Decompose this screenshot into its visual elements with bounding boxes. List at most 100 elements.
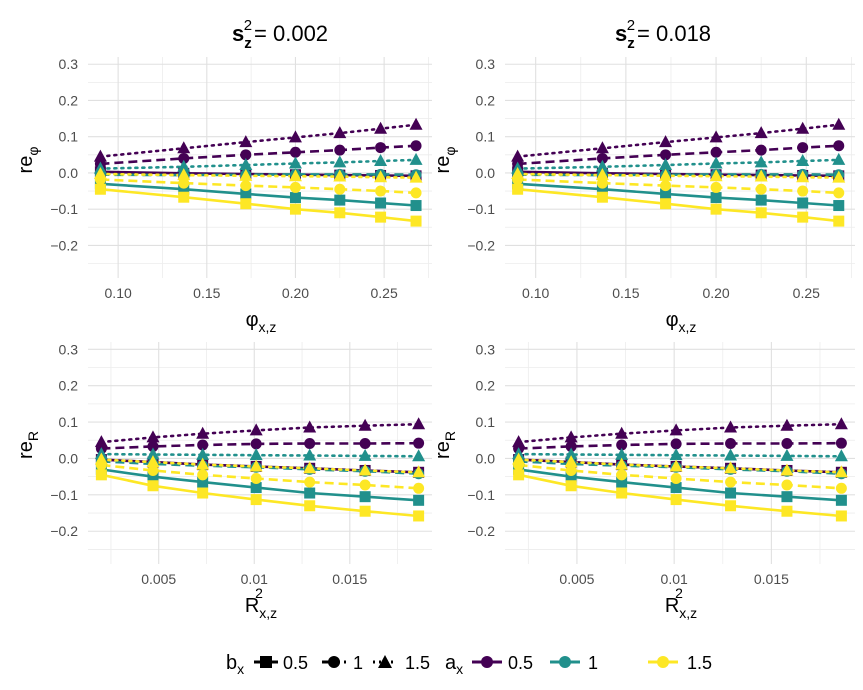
legend-b-item-3: 1.5 bbox=[405, 653, 430, 673]
point-circle bbox=[755, 183, 767, 195]
point-square bbox=[197, 487, 209, 499]
legend: bx 0.5 1 1.5 ax 0.5 1 1.5 bbox=[226, 652, 712, 677]
point-triangle bbox=[177, 141, 191, 154]
point-circle bbox=[250, 472, 262, 484]
y-tick-label: 0.3 bbox=[59, 56, 79, 72]
point-triangle bbox=[146, 447, 160, 460]
point-circle bbox=[197, 439, 209, 451]
legend-circle-a-1 bbox=[559, 656, 571, 668]
point-triangle bbox=[595, 159, 609, 172]
point-circle bbox=[833, 187, 845, 199]
point-square bbox=[375, 211, 387, 223]
point-triangle bbox=[511, 167, 525, 180]
point-square bbox=[797, 197, 809, 209]
point-circle bbox=[375, 185, 387, 197]
point-circle bbox=[289, 181, 301, 193]
point-square bbox=[835, 494, 847, 506]
point-triangle bbox=[93, 149, 107, 162]
point-square bbox=[240, 188, 252, 200]
point-triangle bbox=[288, 130, 302, 143]
point-triangle bbox=[780, 418, 794, 431]
point-square bbox=[95, 469, 107, 481]
y-axis-title-top-left: reφ bbox=[15, 147, 41, 174]
point-circle bbox=[413, 482, 425, 494]
point-triangle bbox=[709, 156, 723, 169]
point-square bbox=[94, 183, 106, 195]
column-title-2: sz2= 0.018 bbox=[615, 17, 711, 52]
point-triangle bbox=[796, 121, 810, 134]
legend-circle-a-1.5 bbox=[657, 656, 669, 668]
y-tick-label: 0.1 bbox=[59, 129, 79, 145]
point-square bbox=[833, 200, 845, 212]
point-square bbox=[240, 198, 252, 210]
point-square bbox=[413, 494, 425, 506]
point-triangle bbox=[177, 168, 191, 181]
point-triangle bbox=[724, 448, 738, 461]
point-circle bbox=[565, 440, 577, 452]
y-tick-label: 0.3 bbox=[59, 341, 79, 357]
y-axis-title-bottom-left: reR bbox=[15, 431, 41, 459]
point-circle bbox=[178, 152, 190, 164]
y-tick-label: 0.1 bbox=[476, 129, 496, 145]
legend-key-a-0.5 bbox=[472, 656, 502, 668]
point-circle bbox=[334, 144, 346, 156]
y-tick-label: −0.1 bbox=[50, 201, 78, 217]
point-triangle bbox=[834, 465, 848, 478]
point-square bbox=[289, 203, 301, 215]
point-circle bbox=[240, 180, 252, 192]
point-triangle bbox=[303, 420, 317, 433]
point-triangle bbox=[669, 448, 683, 461]
point-triangle bbox=[146, 455, 160, 468]
point-triangle bbox=[659, 157, 673, 170]
point-square bbox=[289, 192, 301, 204]
point-circle bbox=[289, 146, 301, 158]
point-circle bbox=[410, 187, 422, 199]
point-square bbox=[565, 480, 577, 492]
column-title-1: sz2= 0.002 bbox=[232, 17, 328, 52]
point-triangle bbox=[409, 117, 423, 130]
y-tick-label: 0.0 bbox=[59, 165, 79, 181]
point-square bbox=[147, 480, 159, 492]
legend-circle-marker bbox=[328, 656, 340, 668]
y-tick-label: 0.0 bbox=[59, 450, 79, 466]
point-circle bbox=[359, 438, 371, 450]
x-tick-label: 0.015 bbox=[332, 571, 367, 587]
point-triangle bbox=[409, 170, 423, 183]
point-triangle bbox=[796, 153, 810, 166]
point-triangle bbox=[511, 149, 525, 162]
point-triangle bbox=[512, 452, 526, 465]
point-triangle bbox=[754, 155, 768, 168]
point-triangle bbox=[412, 465, 426, 478]
y-tick-label: 0.0 bbox=[476, 165, 496, 181]
point-circle bbox=[304, 476, 316, 488]
point-triangle bbox=[93, 167, 107, 180]
point-circle bbox=[240, 149, 252, 161]
point-circle bbox=[835, 437, 847, 449]
point-triangle bbox=[288, 156, 302, 169]
point-circle bbox=[781, 438, 793, 450]
legend-key-b-0.5 bbox=[254, 656, 278, 668]
point-triangle bbox=[832, 152, 846, 165]
y-tick-label: −0.2 bbox=[467, 523, 495, 539]
point-circle bbox=[797, 185, 809, 197]
point-square bbox=[178, 183, 190, 195]
point-triangle bbox=[564, 447, 578, 460]
y-axis-title-top-right: reφ bbox=[432, 147, 458, 174]
point-square bbox=[710, 203, 722, 215]
point-circle bbox=[660, 180, 672, 192]
point-triangle bbox=[303, 448, 317, 461]
point-triangle bbox=[196, 447, 210, 460]
point-square bbox=[797, 211, 809, 223]
point-circle bbox=[660, 149, 672, 161]
point-circle bbox=[304, 438, 316, 450]
point-circle bbox=[565, 464, 577, 476]
point-triangle bbox=[239, 157, 253, 170]
point-triangle bbox=[615, 426, 629, 439]
point-triangle bbox=[333, 126, 347, 139]
panel-top-left: 0.10 0.15 0.20 0.25 −0.2 −0.1 0.0 0.1 0.2 0.3 bbox=[50, 56, 432, 301]
point-circle bbox=[375, 142, 387, 154]
point-triangle bbox=[724, 461, 738, 474]
point-triangle bbox=[615, 457, 629, 470]
point-circle bbox=[413, 437, 425, 449]
point-square bbox=[359, 505, 371, 517]
